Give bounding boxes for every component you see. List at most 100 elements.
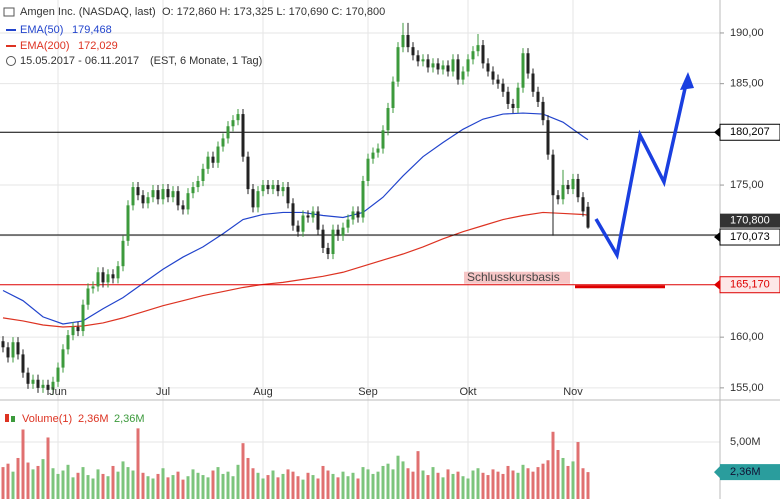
- volume-bar: [6, 463, 10, 499]
- candle-body: [531, 73, 535, 92]
- level-pointer: [714, 279, 720, 290]
- candle-body: [31, 379, 35, 384]
- volume-bar: [276, 477, 280, 499]
- candle-body: [231, 120, 235, 127]
- volume-bar: [286, 469, 290, 499]
- y-tick-label: 160,00: [730, 331, 764, 343]
- volume-bar: [301, 479, 305, 499]
- level-pointer: [714, 127, 720, 138]
- candle-body: [181, 205, 185, 210]
- candle-body: [471, 51, 475, 60]
- volume-bar: [111, 465, 115, 499]
- candle-body: [381, 130, 385, 149]
- candle-body: [141, 195, 145, 204]
- volume-bar: [576, 442, 580, 499]
- volume-bar: [291, 471, 295, 499]
- volume-bar: [496, 471, 500, 499]
- y-tick-label: 175,00: [730, 179, 764, 191]
- candle-body: [86, 288, 90, 305]
- candle-body: [386, 107, 390, 131]
- candle-body: [316, 211, 320, 230]
- volume-bar: [211, 470, 215, 499]
- legend-label: EMA(200): [20, 40, 70, 52]
- candle-body: [436, 63, 440, 70]
- candle-body: [26, 372, 30, 384]
- y-tick-label: 185,00: [730, 78, 764, 90]
- candle-body: [71, 327, 75, 336]
- legend-label: EMA(50): [20, 24, 63, 36]
- candle-body: [456, 59, 460, 80]
- legend-value: 172,029: [78, 40, 118, 52]
- candle-body: [481, 45, 485, 64]
- candle-body: [486, 63, 490, 72]
- candle-body: [216, 146, 220, 163]
- ohlc: O: 172,860 H: 173,325 L: 170,690 C: 170,…: [162, 6, 385, 18]
- volume-bar: [101, 473, 105, 499]
- candle-body: [266, 185, 270, 190]
- volume-bar: [1, 467, 5, 499]
- volume-bar: [421, 470, 425, 499]
- candle-body: [416, 55, 420, 62]
- legend: Amgen Inc. (NASDAQ, last) O: 172,860 H: …: [3, 6, 385, 425]
- volume-bar: [141, 472, 145, 499]
- date-range: 15.05.2017 - 06.11.2017: [20, 55, 139, 67]
- y-tick-label: 5,00M: [730, 436, 761, 448]
- volume-bar: [96, 469, 100, 499]
- volume-bar: [581, 468, 585, 499]
- annotation: Schlusskursbasis: [467, 270, 560, 284]
- candle-body: [541, 101, 545, 121]
- candle-body: [156, 190, 160, 200]
- volume-bar: [536, 467, 540, 499]
- annotation-box: [464, 271, 570, 284]
- volume-bar: [151, 478, 155, 499]
- candle-body: [431, 63, 435, 68]
- volume-bar: [436, 472, 440, 499]
- candle-body: [451, 59, 455, 72]
- candle-body: [221, 138, 225, 147]
- candle-body: [176, 191, 180, 206]
- candle-body: [91, 286, 95, 289]
- candle-body: [151, 190, 155, 198]
- level-label: 170,073: [730, 231, 770, 243]
- candle-body: [501, 83, 505, 92]
- candle-body: [1, 341, 5, 348]
- volume-bar: [56, 473, 60, 499]
- volume-bar: [21, 429, 25, 499]
- candle-body: [6, 347, 10, 358]
- level-pointer: [714, 232, 720, 243]
- volume-bar: [511, 470, 515, 499]
- candle-body: [211, 156, 215, 163]
- candle-body: [166, 189, 170, 198]
- candle-body: [496, 79, 500, 84]
- volume-bar: [311, 475, 315, 499]
- candle-body: [61, 349, 65, 368]
- volume-bar: [356, 478, 360, 499]
- volume-bar: [51, 468, 55, 499]
- volume-bar: [491, 469, 495, 499]
- candle-body: [441, 65, 445, 70]
- volume-bar: [16, 457, 20, 499]
- icon: [6, 56, 16, 66]
- volume-bar: [36, 465, 40, 499]
- candle-body: [51, 381, 55, 390]
- candle-body: [306, 215, 310, 218]
- icon: [3, 7, 15, 17]
- volume-bar: [341, 471, 345, 499]
- candle-body: [406, 34, 410, 48]
- volume-bar: [241, 443, 245, 499]
- volume-bar: [251, 468, 255, 499]
- volume-bar: [361, 467, 365, 499]
- volume-bar: [231, 476, 235, 499]
- volume-bar: [381, 465, 385, 499]
- volume-bar: [316, 478, 320, 499]
- candle-body: [396, 47, 400, 82]
- title: Amgen Inc. (NASDAQ, last): [20, 6, 156, 18]
- candle-body: [466, 59, 470, 72]
- x-tick-label: Aug: [253, 386, 273, 398]
- candle-body: [66, 335, 70, 350]
- volume-bar: [506, 465, 510, 499]
- arrow-head: [680, 72, 694, 90]
- candle-body: [271, 185, 275, 190]
- volume-label: Volume(1): [22, 413, 72, 425]
